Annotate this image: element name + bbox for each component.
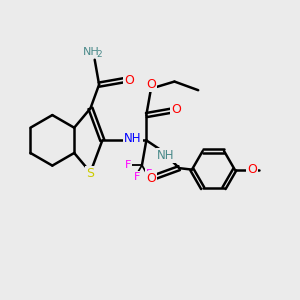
Text: O: O bbox=[171, 103, 181, 116]
Text: NH: NH bbox=[83, 47, 100, 57]
Text: F: F bbox=[134, 172, 140, 182]
Text: NH: NH bbox=[124, 132, 142, 146]
Text: O: O bbox=[146, 78, 156, 91]
Text: O: O bbox=[146, 172, 156, 185]
Text: NH: NH bbox=[157, 149, 175, 162]
Text: F: F bbox=[125, 160, 131, 170]
Text: 2: 2 bbox=[96, 50, 102, 59]
Text: S: S bbox=[86, 167, 94, 180]
Text: O: O bbox=[124, 74, 134, 87]
Text: O: O bbox=[247, 163, 257, 176]
Text: F: F bbox=[146, 169, 153, 179]
